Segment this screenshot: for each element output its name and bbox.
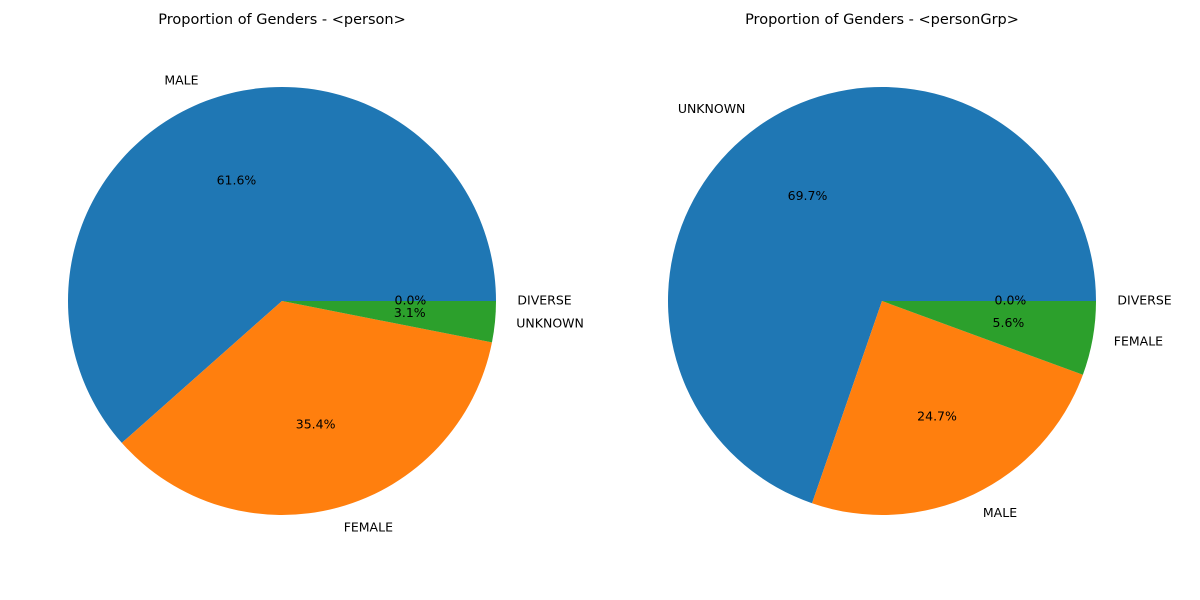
pct-label-female: 5.6%: [993, 315, 1025, 330]
slice-label-diverse: DIVERSE: [1117, 293, 1171, 308]
chart-title-person: Proportion of Genders - <person>: [158, 12, 405, 28]
pie-slice-unknown: [668, 87, 1096, 504]
pie-slice-male: [67, 86, 497, 443]
pie-chart-person: Proportion of Genders - <person> MALE 61.…: [67, 12, 584, 535]
pie-slice-male: [812, 301, 1083, 515]
slice-label-unknown: UNKNOWN: [516, 315, 584, 330]
pct-label-diverse: 0.0%: [395, 293, 427, 308]
pie-chart-persongrp: Proportion of Genders - <personGrp> UNKN…: [668, 12, 1172, 520]
pct-label-male: 61.6%: [217, 172, 257, 187]
pct-label-diverse: 0.0%: [995, 293, 1027, 308]
pie-slices-person: [67, 86, 497, 515]
pie-slice-unknown: [282, 301, 496, 343]
slice-label-male: MALE: [164, 72, 198, 87]
pie-labels-person: MALE 61.6% FEMALE 35.4% UNKNOWN 3.1% DIVERSE 0.…: [164, 72, 584, 534]
slice-label-female: FEMALE: [344, 520, 393, 535]
pct-label-male: 24.7%: [917, 409, 957, 424]
chart-title-persongrp: Proportion of Genders - <personGrp>: [745, 12, 1019, 28]
pie-slice-female: [121, 301, 492, 515]
slice-label-diverse: DIVERSE: [517, 293, 571, 308]
pct-label-female: 35.4%: [296, 416, 336, 431]
pie-slice-female: [882, 301, 1096, 375]
slice-label-female: FEMALE: [1114, 334, 1163, 349]
pie-labels-persongrp: UNKNOWN 69.7% MALE 24.7% FEMALE 5.6% DIVERSE 0.…: [678, 101, 1172, 520]
pct-label-unknown: 69.7%: [788, 188, 828, 203]
pie-slices-persongrp: [668, 87, 1096, 515]
pct-label-unknown: 3.1%: [394, 305, 426, 320]
slice-label-male: MALE: [983, 505, 1017, 520]
slice-label-unknown: UNKNOWN: [678, 101, 746, 116]
